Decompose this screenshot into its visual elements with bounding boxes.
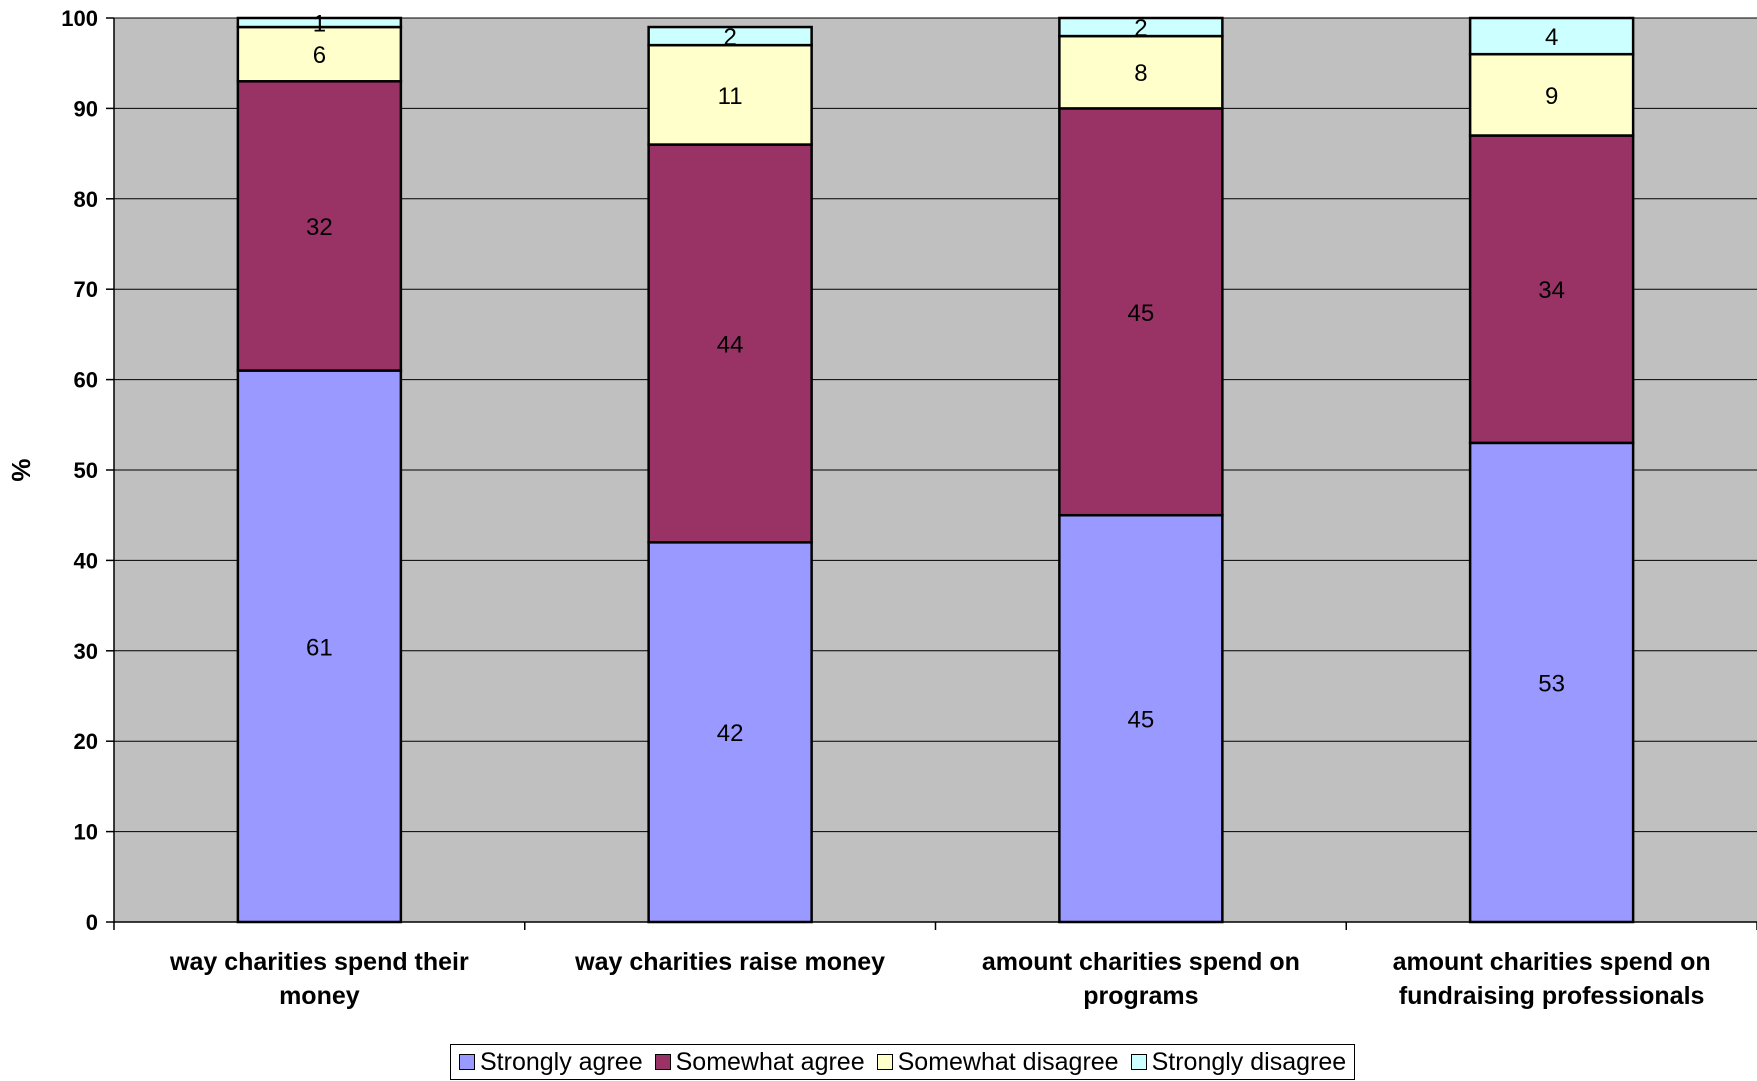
x-category-label: money	[279, 982, 360, 1010]
y-tick-label: 70	[74, 277, 98, 302]
bar-segment	[1058, 513, 1224, 924]
data-label: 44	[717, 331, 744, 358]
bar-segment	[1058, 34, 1224, 110]
y-tick-label: 90	[74, 96, 98, 121]
data-label: 11	[718, 83, 743, 110]
bar-segment	[1058, 107, 1224, 517]
data-label: 8	[1134, 60, 1147, 87]
bar-segment	[236, 80, 403, 372]
legend-item: Somewhat agree	[654, 1047, 865, 1077]
bar-segment	[1468, 441, 1635, 924]
y-tick-label: 0	[86, 910, 98, 935]
bar-segment	[1468, 134, 1635, 445]
legend-item: Strongly disagree	[1130, 1047, 1347, 1077]
legend-swatch	[876, 1054, 893, 1070]
bar-segment	[236, 16, 403, 29]
data-label: 2	[1134, 15, 1147, 42]
legend: Strongly agree Somewhat agree Somewhat dis…	[450, 1044, 1356, 1080]
y-tick-label: 50	[74, 458, 98, 483]
bar-segment	[647, 25, 813, 47]
legend-item: Strongly agree	[459, 1048, 643, 1077]
bar-segment	[236, 25, 403, 83]
x-category-label: amount charities spend on	[982, 948, 1300, 976]
bar-segment	[236, 369, 403, 924]
data-label: 1	[313, 11, 326, 38]
legend-label: Somewhat disagree	[897, 1047, 1119, 1076]
legend-label: Somewhat agree	[675, 1047, 865, 1076]
bar-segment	[1468, 16, 1635, 56]
y-tick-label: 10	[74, 820, 98, 845]
x-category-label: way charities raise money	[574, 948, 885, 976]
data-label: 45	[1128, 707, 1155, 734]
data-label: 2	[723, 24, 736, 51]
data-label: 61	[306, 634, 333, 661]
bar-segment	[1468, 52, 1635, 137]
y-tick-label: 40	[74, 548, 98, 573]
y-tick-label: 30	[74, 639, 98, 664]
legend-item: Somewhat disagree	[876, 1047, 1119, 1077]
legend-swatch	[1130, 1054, 1147, 1070]
y-tick-label: 100	[61, 6, 98, 31]
data-label: 53	[1538, 670, 1565, 697]
bar-segment	[647, 143, 813, 544]
data-label: 6	[313, 42, 326, 69]
legend-label: Strongly disagree	[1151, 1047, 1347, 1076]
y-axis-label: %	[6, 458, 36, 481]
data-label: 45	[1128, 300, 1155, 327]
data-label: 42	[717, 720, 744, 747]
x-category-label: amount charities spend on	[1393, 948, 1711, 976]
axes-group: 0 10 20 30 40 50 60 70 80 90 100 way charities spen…	[61, 6, 1757, 1010]
legend-swatch	[459, 1054, 475, 1070]
y-tick-label: 60	[74, 368, 98, 393]
legend-label: Strongly agree	[480, 1047, 643, 1076]
legend-swatch	[654, 1054, 671, 1070]
x-category-label: fundraising professionals	[1399, 982, 1705, 1010]
x-category-label: programs	[1083, 982, 1198, 1010]
bar-segment	[1058, 16, 1224, 38]
y-tick-label: 20	[74, 729, 98, 754]
y-tick-label: 80	[74, 187, 98, 212]
data-label: 4	[1545, 24, 1558, 51]
bar-segment	[647, 541, 813, 924]
data-label: 32	[306, 214, 333, 241]
bar-segment	[647, 43, 813, 146]
data-label: 9	[1545, 83, 1558, 110]
data-label: 34	[1538, 277, 1565, 304]
x-category-label: way charities spend their	[169, 948, 469, 976]
